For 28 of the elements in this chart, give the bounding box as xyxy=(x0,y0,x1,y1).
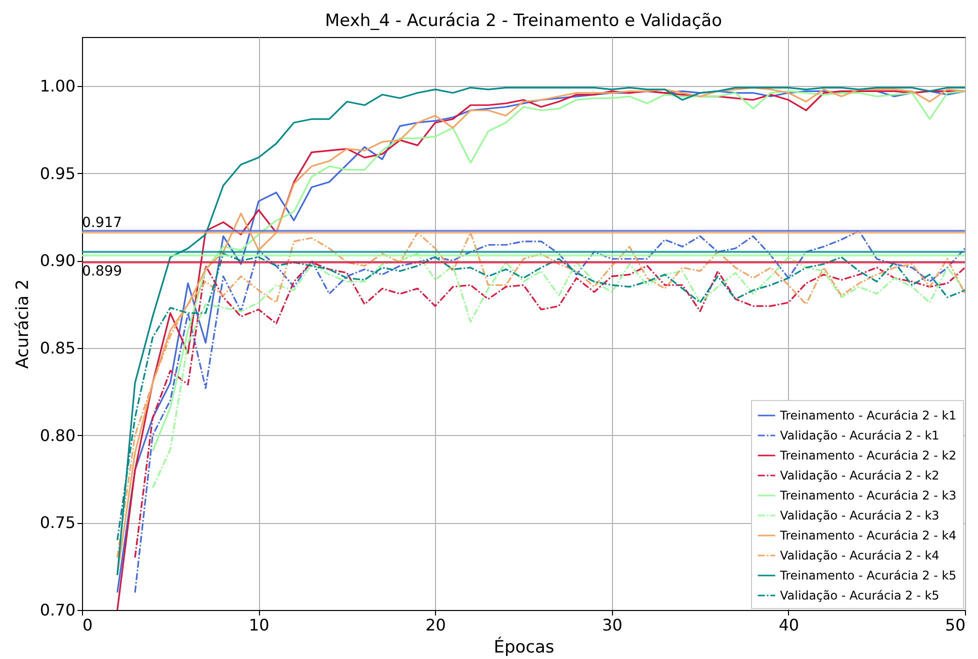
ref-line-label: 0.899 xyxy=(82,263,122,280)
legend-label: Validação - Acurácia 2 - k2 xyxy=(780,468,940,482)
x-tick-label: 30 xyxy=(602,616,622,634)
legend-label: Treinamento - Acurácia 2 - k2 xyxy=(779,448,956,462)
y-tick-label: 0.70 xyxy=(40,600,76,620)
y-tick-label: 1.00 xyxy=(40,76,76,96)
x-axis-title: Épocas xyxy=(494,636,554,658)
x-tick-label: 0 xyxy=(82,616,93,634)
y-tick-label: 0.75 xyxy=(40,513,76,532)
legend-label: Treinamento - Acurácia 2 - k1 xyxy=(779,408,956,422)
y-tick-label: 0.90 xyxy=(40,251,76,270)
x-tick-label: 10 xyxy=(248,616,270,634)
legend-label: Treinamento - Acurácia 2 - k3 xyxy=(779,488,956,502)
y-tick-label: 0.85 xyxy=(40,338,76,358)
x-tick-label: 40 xyxy=(778,616,800,634)
y-tick-label: 0.95 xyxy=(40,164,76,183)
y-axis-title: Acurácia 2 xyxy=(12,279,33,369)
legend-label: Validação - Acurácia 2 - k3 xyxy=(780,508,940,522)
legend-label: Treinamento - Acurácia 2 - k5 xyxy=(779,568,956,582)
chart-title: Mexh_4 - Acurácia 2 - Treinamento e Validação xyxy=(325,11,722,31)
y-tick-label: 0.80 xyxy=(40,426,76,445)
ref-line-label: 0.917 xyxy=(82,214,122,231)
x-tick-label: 50 xyxy=(945,616,966,634)
x-tick-label: 20 xyxy=(426,616,446,634)
legend-label: Treinamento - Acurácia 2 - k4 xyxy=(779,528,956,542)
legend-label: Validação - Acurácia 2 - k1 xyxy=(780,428,940,442)
legend-label: Validação - Acurácia 2 - k5 xyxy=(780,588,940,602)
legend-label: Validação - Acurácia 2 - k4 xyxy=(780,548,940,562)
